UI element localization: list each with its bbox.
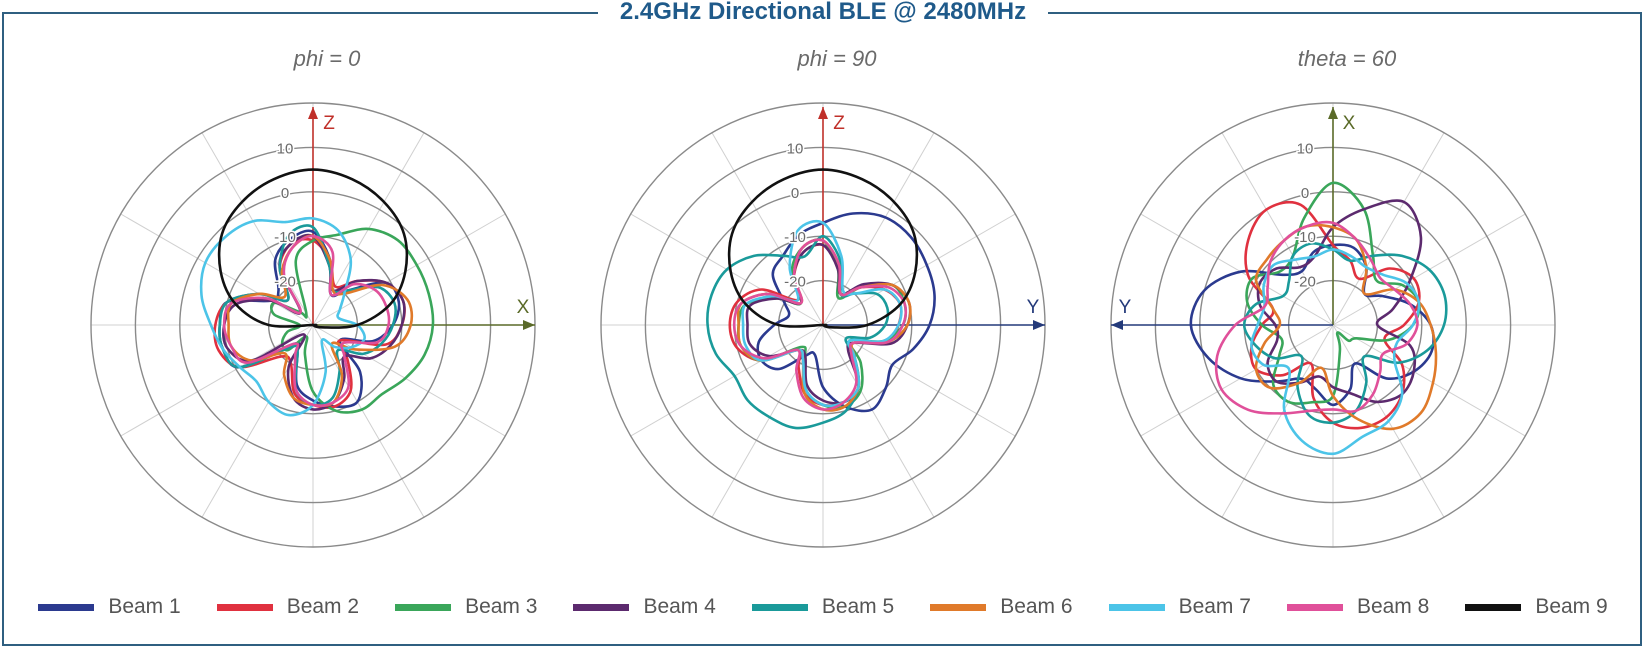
r-tick-label: -10 (784, 229, 806, 246)
legend-label: Beam 5 (821, 595, 895, 618)
panel-title: theta = 60 (1297, 46, 1397, 71)
grid-spoke (822, 213, 1016, 326)
r-tick-label: -10 (274, 229, 296, 246)
series-beam-8 (1214, 220, 1419, 415)
series-beam-5 (1242, 242, 1448, 425)
r-tick-label: 0 (281, 185, 289, 202)
grid-spoke (120, 213, 314, 326)
legend-label: Beam 3 (465, 595, 538, 618)
r-tick-label: 0 (1301, 185, 1309, 202)
r-tick-label: -10 (1294, 229, 1316, 246)
legend-item: Beam 9 (1465, 592, 1608, 622)
grid-spoke (630, 324, 824, 437)
axis-arrowhead (523, 320, 535, 330)
legend-item: Beam 7 (1108, 592, 1251, 622)
series-beam-8 (222, 234, 391, 408)
grid-spoke (1140, 324, 1334, 437)
legend-item: Beam 8 (1286, 592, 1430, 622)
axis-label-x: X (517, 297, 530, 318)
axis-label-x: X (1343, 113, 1356, 134)
axis-arrowhead (818, 107, 828, 119)
legend-swatch (38, 603, 95, 611)
legend: Beam 1 Beam 2 Beam 3 Beam 4 Beam 5 Beam … (0, 592, 1646, 622)
legend-label: Beam 1 (108, 595, 181, 618)
legend-label: Beam 8 (1356, 595, 1430, 618)
legend-swatch (930, 603, 987, 611)
axis-arrowhead (1033, 320, 1045, 330)
polar-panel-phi-90: phi = 90 Z Y -20 -10 0 10 (577, 40, 1097, 580)
series-beam-8 (732, 238, 908, 411)
legend-label: Beam 2 (286, 595, 360, 618)
legend-label: Beam 7 (1178, 595, 1251, 618)
panel-title: phi = 0 (293, 46, 361, 71)
legend-swatch (751, 603, 808, 611)
axis-label-z: Z (323, 113, 335, 134)
axis-arrowhead (308, 107, 318, 119)
polar-panel-phi-0: phi = 0 Z X -20 -10 0 10 (67, 40, 587, 580)
legend-item: Beam 1 (38, 592, 181, 622)
axis-label-z: Z (833, 113, 845, 134)
legend-item: Beam 6 (930, 592, 1073, 622)
axis-arrowhead (1111, 320, 1123, 330)
grid-spoke (711, 132, 824, 326)
series-beam-4 (1256, 199, 1423, 404)
legend-swatch (1108, 603, 1165, 611)
grid-spoke (1221, 132, 1334, 326)
legend-swatch (1286, 603, 1343, 611)
r-tick-label: 10 (277, 140, 294, 157)
r-tick-label: -20 (1294, 274, 1316, 291)
legend-swatch (216, 603, 273, 611)
legend-item: Beam 5 (751, 592, 895, 622)
legend-label: Beam 6 (1000, 595, 1073, 618)
r-tick-label: 10 (1297, 140, 1314, 157)
polar-chart-theta-60: X Y -20 -10 0 10 (1110, 102, 1556, 548)
axis-label-y: Y (1119, 297, 1132, 318)
grid-spoke (1221, 324, 1334, 518)
grid-spoke (1332, 324, 1526, 437)
legend-item: Beam 2 (216, 592, 360, 622)
r-tick-label: -20 (784, 274, 806, 291)
series-beam-7 (1250, 248, 1421, 456)
axis-label-y: Y (1027, 297, 1040, 318)
grid-spoke (312, 213, 506, 326)
series-beam-9 (217, 168, 409, 329)
grid-spoke (1140, 213, 1334, 326)
grid-spoke (1332, 132, 1445, 326)
series-beam-9 (727, 168, 919, 329)
polar-chart-phi-0: Z X -20 -10 0 10 (90, 102, 536, 548)
r-tick-label: 0 (791, 185, 799, 202)
r-tick-label: 10 (787, 140, 804, 157)
series-beam-7 (741, 219, 903, 408)
series-beam-1 (1189, 243, 1435, 407)
grid-spoke (822, 324, 935, 518)
series-beam-5 (706, 234, 890, 430)
legend-swatch (395, 603, 452, 611)
legend-swatch (573, 603, 630, 611)
r-tick-label: -20 (274, 274, 296, 291)
panel-title: phi = 90 (797, 46, 877, 71)
legend-item: Beam 3 (395, 592, 537, 622)
axis-arrowhead (1328, 107, 1338, 119)
grid-spoke (201, 132, 314, 326)
legend-item: Beam 4 (573, 592, 716, 622)
polar-panel-theta-60: theta = 60 X Y -20 -10 0 10 (1087, 40, 1607, 580)
legend-label: Beam 4 (643, 595, 716, 618)
polar-chart-phi-90: Z Y -20 -10 0 10 (600, 102, 1046, 548)
legend-swatch (1465, 603, 1522, 611)
series-beam-1 (756, 211, 936, 413)
legend-label: Beam 9 (1535, 595, 1608, 618)
grid-spoke (312, 324, 425, 518)
